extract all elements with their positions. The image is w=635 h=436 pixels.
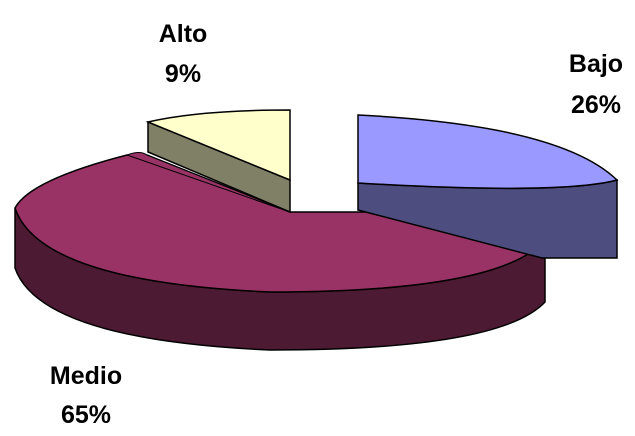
slice-medio-top — [14, 154, 546, 293]
percent-medio: 65% — [61, 401, 111, 429]
slice-medio-cut — [125, 152, 291, 213]
slice-bajo — [357, 114, 619, 259]
slice-alto-top — [145, 109, 291, 182]
slice-alto — [145, 109, 291, 214]
percent-bajo: 26% — [571, 91, 621, 119]
slice-medio — [14, 152, 546, 351]
label-bajo: Bajo — [569, 50, 623, 78]
percent-alto: 9% — [165, 60, 201, 88]
label-medio: Medio — [50, 362, 122, 390]
slice-bajo-top — [357, 114, 619, 190]
label-alto: Alto — [159, 20, 208, 48]
